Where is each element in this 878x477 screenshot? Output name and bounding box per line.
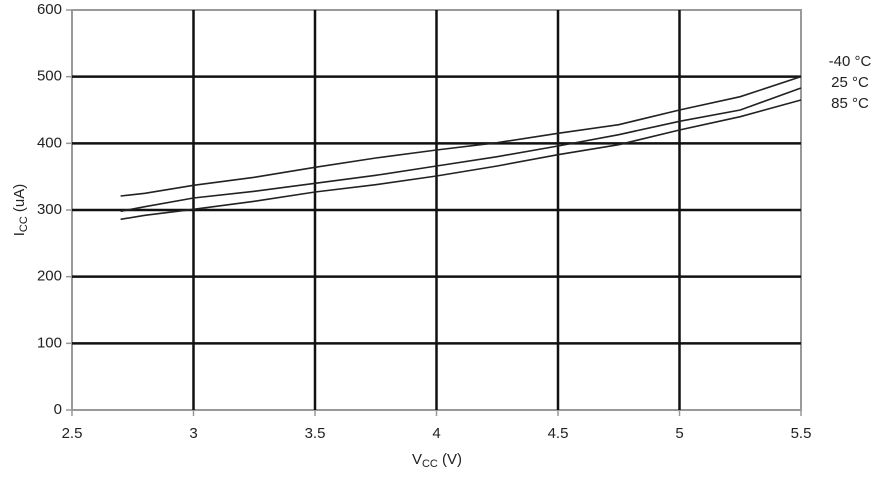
legend-label: 85 °C [831,95,869,112]
y-axis-label: ICC (uA) [11,184,30,237]
x-tick-label: 4 [432,425,440,442]
y-tick-label: 600 [37,1,62,18]
y-label-rest: (uA) [11,184,28,217]
x-tick-label: 3.5 [305,425,326,442]
y-tick-label: 200 [37,268,62,285]
y-label-sub: CC [18,216,30,232]
y-tick-label: 300 [37,201,62,218]
x-tick-label: 3 [189,425,197,442]
legend-label: 25 °C [831,74,869,91]
legend-label: -40 °C [829,53,872,70]
x-label-rest: (V) [438,451,462,468]
series-line [120,87,802,213]
x-tick-label: 2.5 [62,425,83,442]
x-tick-label: 4.5 [548,425,569,442]
y-label-main: I [11,232,28,236]
series-line [120,75,802,197]
x-label-main: V [412,451,422,468]
y-tick-label: 500 [37,68,62,85]
y-tick-label: 400 [37,134,62,151]
series-line [120,99,802,221]
y-tick-label: 0 [54,401,62,418]
x-label-sub: CC [422,458,438,470]
x-tick-label: 5.5 [791,425,812,442]
x-tick-label: 5 [675,425,683,442]
y-tick-label: 100 [37,334,62,351]
x-axis-label: VCC (V) [412,451,462,470]
